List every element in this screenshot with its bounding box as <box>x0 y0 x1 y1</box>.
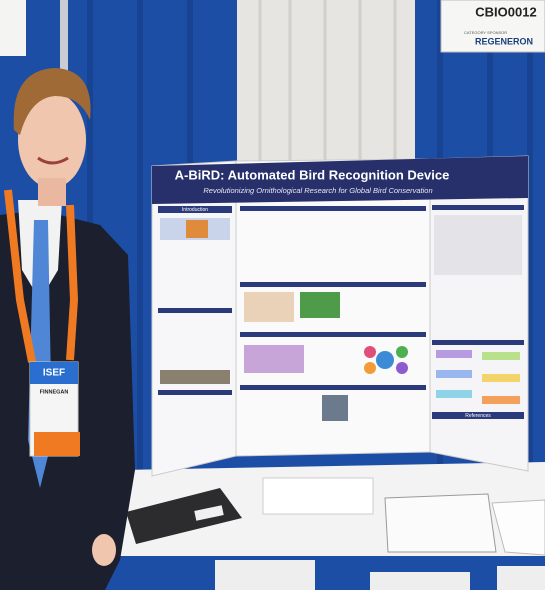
hair <box>13 68 91 135</box>
pole <box>60 0 68 80</box>
skirt-paper <box>215 560 315 590</box>
poster-headers <box>158 205 524 395</box>
title-banner <box>152 156 528 204</box>
badge-strip <box>34 432 80 456</box>
badge-name: FINNEGAN <box>40 389 69 395</box>
poster-subtitle: Revolutionizing Ornithological Research … <box>203 186 432 195</box>
left-sign <box>0 0 26 56</box>
poster-figures <box>160 215 522 421</box>
lanyard <box>4 189 36 363</box>
sponsor-label: CATEGORY SPONSOR <box>464 30 507 35</box>
white-folds <box>258 0 397 168</box>
tablet <box>126 488 242 544</box>
badge-header <box>30 362 78 384</box>
booth-sign <box>440 0 545 53</box>
booth-code: CBIO0012 <box>475 4 536 19</box>
smile <box>37 156 69 165</box>
section-title: References <box>465 413 491 419</box>
face <box>18 92 86 188</box>
sponsor-name: REGENERON <box>475 36 533 46</box>
badge-event: ISEF <box>43 368 65 379</box>
lanyard <box>66 204 79 361</box>
notebook <box>384 493 497 553</box>
board-right <box>429 155 529 472</box>
hand <box>92 534 116 566</box>
skirt-paper <box>497 566 545 590</box>
poster-title: A-BiRD: Automated Bird Recognition Devic… <box>175 167 450 182</box>
paper <box>262 477 374 515</box>
section-header <box>432 412 524 419</box>
table-skirt <box>120 556 545 590</box>
neck <box>38 178 66 206</box>
section-title: Introduction <box>182 207 208 213</box>
skirt-paper <box>370 572 470 590</box>
paper <box>491 499 545 556</box>
section-header <box>158 206 232 213</box>
tablet-label <box>194 505 224 521</box>
